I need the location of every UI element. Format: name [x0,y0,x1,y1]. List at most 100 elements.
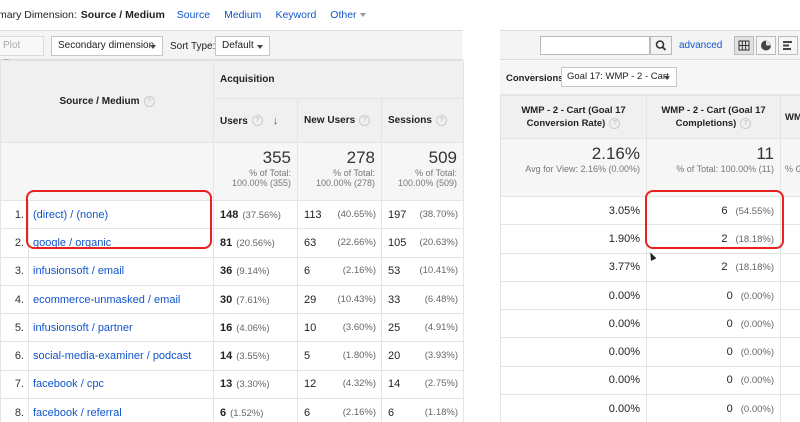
conversion-rate-column-header[interactable]: WMP - 2 - Cart (Goal 17 Conversion Rate)… [500,95,647,139]
help-icon[interactable]: ? [609,117,621,129]
help-icon[interactable]: ? [251,115,263,127]
dimension-link-source[interactable]: Source [176,9,211,21]
users-percent: (1.52%) [230,407,264,419]
new-users-value: 6 [304,406,311,419]
pie-view-button[interactable] [756,36,776,55]
sessions-value: 53 [388,265,401,278]
completions-value: 2 [721,261,728,274]
source-medium-link[interactable]: facebook / cpc [27,369,215,400]
dimension-link-other[interactable]: Other [330,9,366,21]
search-button[interactable] [650,36,672,55]
chevron-down-icon [257,45,263,49]
completions-percent: (54.55%) [735,205,774,217]
completions-value: 0 [726,289,733,302]
help-icon[interactable]: ? [435,114,447,126]
users-header-label: Users [220,115,248,127]
conversion-rate-header-line2: Conversion Rate) [526,118,606,129]
sessions-column-header[interactable]: Sessions? [381,98,465,143]
conversion-rate-cell: 0.00% [500,280,647,311]
users-column-header[interactable]: Users? ↓ [213,98,299,143]
row-number: 3. [0,256,29,286]
cut-off-cell [780,280,800,311]
users-percent: (3.55%) [236,351,270,363]
completions-percent: (0.00%) [740,318,774,330]
new-users-value: 29 [304,293,317,306]
plot-rows-button[interactable]: Plot Rows [0,36,44,69]
sessions-cell: 197 (38.70%) [381,199,465,230]
new-users-value: 63 [304,236,317,249]
help-icon[interactable]: ? [740,117,752,129]
cut-off-cell [780,337,800,367]
new-users-percent: (22.66%) [337,236,377,248]
conversions-totals-row: 2.16% Avg for View: 2.16% (0.00%) 11 % o… [500,138,800,197]
new-users-total-sub: % of Total: [333,168,376,178]
secondary-dimension-select[interactable]: Secondary dimension [51,36,163,56]
completions-percent: (0.00%) [740,403,774,415]
table-row: 0.00% 0 (0.00%) [500,309,800,339]
completions-column-header[interactable]: WMP - 2 - Cart (Goal 17 Completions)? [646,95,781,139]
new-users-value: 113 [304,208,322,221]
users-percent: (3.30%) [236,379,270,391]
users-value: 6 [220,406,227,419]
users-percent: (20.56%) [236,237,275,249]
performance-view-button[interactable] [778,36,798,55]
source-medium-link[interactable]: social-media-examiner / podcast [27,341,215,371]
table-row: 4. ecommerce-unmasked / email 30 (7.61%) 29(… [0,284,465,315]
sessions-cell: 20 (3.93%) [381,341,465,371]
sort-type-value: Default [222,40,254,51]
sessions-total: 509 [428,148,458,167]
source-medium-link[interactable]: google / organic [27,228,215,258]
conversion-rate-cell: 0.00% [500,309,647,339]
completions-value: 0 [726,317,733,330]
chevron-down-icon [359,13,366,18]
new-users-column-header[interactable]: New Users? [297,98,383,143]
cut-off-column-header[interactable]: WM [780,95,800,139]
source-medium-link[interactable]: infusionsoft / email [27,256,215,286]
table-view-button[interactable] [734,36,754,55]
new-users-cell: 5 (1.80%) [297,341,383,371]
row-number: 1. [0,199,29,230]
sessions-cell: 105 (20.63%) [381,228,465,258]
help-icon[interactable]: ? [359,114,371,126]
help-icon[interactable]: ? [143,95,155,107]
chevron-down-icon [150,45,156,49]
conversions-panel: advanced Conversions Goal 17: WMP - 2 - … [500,30,800,422]
sessions-cell: 33 (6.48%) [381,284,465,315]
dimension-link-medium[interactable]: Medium [224,9,262,21]
source-medium-link[interactable]: facebook / referral [27,398,215,422]
completions-percent: (0.00%) [740,347,774,359]
sessions-value: 33 [388,293,401,306]
table-row: 3. infusionsoft / email 36 (9.14%) 6 (2.16%) 5… [0,256,465,286]
completions-value: 6 [721,204,728,217]
cut-off-cell [780,394,800,422]
sort-type-select[interactable]: Default [215,36,270,56]
source-medium-table: Source / Medium? Acquisition Users? ↓ New… [0,60,465,422]
sessions-cell: 6 (1.18%) [381,398,465,422]
users-value: 13 [220,378,233,391]
users-value: 81 [220,236,233,249]
dimension-link-keyword[interactable]: Keyword [275,9,317,21]
users-total-cell: 355 % of Total: 100.00% (355) [213,142,299,201]
users-percent: (37.56%) [242,209,281,221]
table-search-input[interactable] [540,36,650,55]
table-toolbar: Plot Rows Secondary dimension Sort Type:… [0,30,463,69]
report-table-panel: Plot Rows Secondary dimension Sort Type:… [0,30,465,422]
advanced-filter-link[interactable]: advanced [679,40,723,51]
source-medium-header[interactable]: Source / Medium? [0,60,215,143]
sessions-cell: 53 (10.41%) [381,256,465,286]
source-medium-link[interactable]: infusionsoft / partner [27,313,215,343]
source-medium-link[interactable]: (direct) / (none) [27,199,215,230]
new-users-percent: (3.60%) [342,321,377,333]
completions-total-sub: % of Total: 100.00% (11) [676,164,774,174]
new-users-value: 12 [304,378,317,391]
cut-off-cell [780,195,800,226]
rate-total-cell: 2.16% Avg for View: 2.16% (0.00%) [500,138,647,197]
users-value: 148 [220,208,239,221]
source-medium-link[interactable]: ecommerce-unmasked / email [27,284,215,315]
goal-select[interactable]: Goal 17: WMP - 2 - Cart [561,67,677,87]
completions-cell: 0 (0.00%) [646,394,781,422]
sessions-value: 105 [388,236,407,249]
completions-cell: 0 (0.00%) [646,309,781,339]
primary-dimension-bar: mary Dimension: Source / Medium Source M… [0,0,800,30]
new-users-cell: 6 (2.16%) [297,398,383,422]
